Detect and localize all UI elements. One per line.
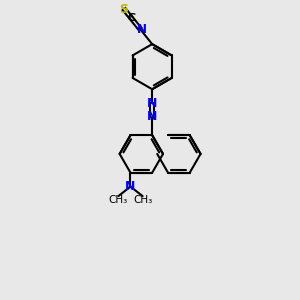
Text: N: N: [137, 23, 147, 36]
Text: CH₃: CH₃: [109, 195, 128, 205]
Text: N: N: [147, 97, 158, 110]
Text: C: C: [128, 13, 136, 23]
Text: CH₃: CH₃: [133, 195, 152, 205]
Text: S: S: [119, 2, 128, 16]
Text: N: N: [147, 110, 158, 124]
Text: N: N: [125, 180, 136, 193]
